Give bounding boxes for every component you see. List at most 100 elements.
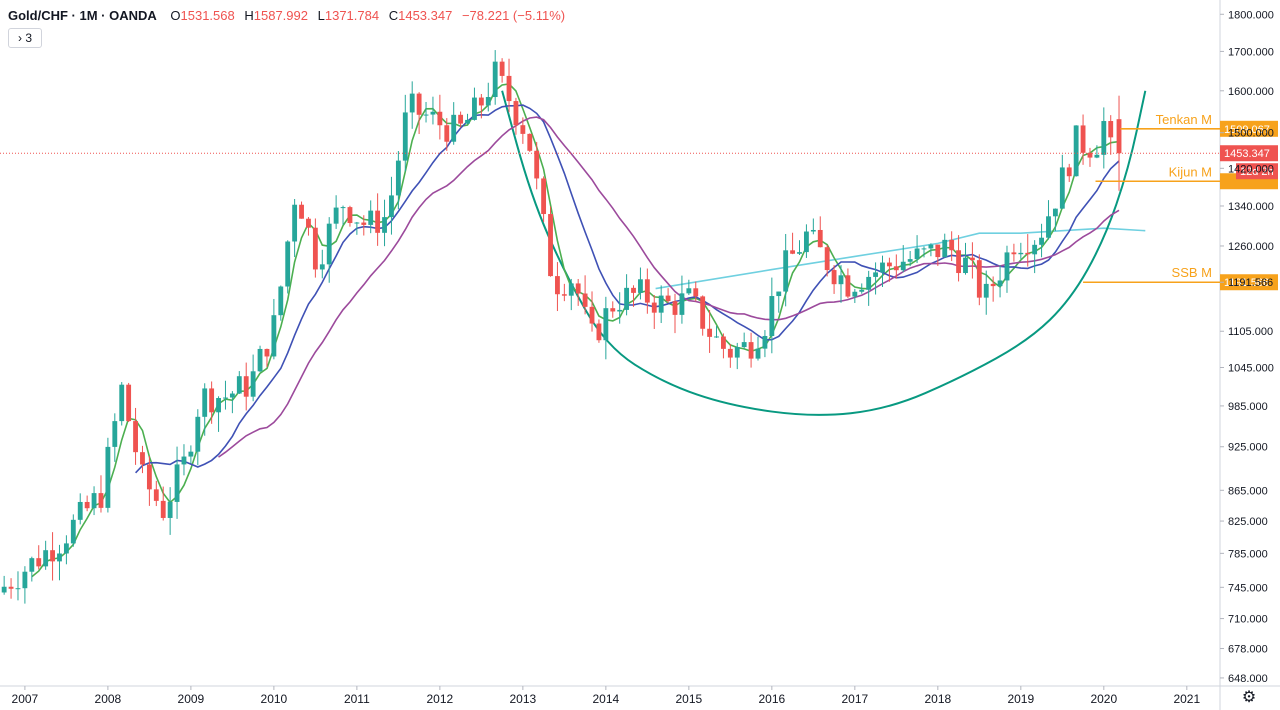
cup-path: [501, 90, 1147, 416]
current-price-label: 1453.347: [1224, 148, 1270, 160]
candle-body: [347, 207, 353, 224]
candle-body: [1, 586, 7, 593]
candle-body: [499, 61, 505, 76]
level-name: SSB M: [1172, 265, 1212, 280]
candle-body: [506, 75, 512, 102]
ma-cyan-line: [655, 227, 1146, 290]
candle-body: [603, 308, 609, 341]
x-tick-label: 2020: [1090, 692, 1117, 706]
candle-body: [555, 276, 560, 295]
y-tick-label: 678.000: [1228, 644, 1268, 656]
candle-body: [866, 276, 872, 290]
x-tick-label: 2018: [924, 692, 951, 706]
candle-body: [561, 294, 567, 296]
candles: [1, 50, 1122, 604]
change-value: −78.221 (−5.11%): [461, 8, 566, 23]
candle-body: [15, 588, 21, 590]
candle-body: [852, 291, 858, 297]
x-tick-label: 2012: [427, 692, 454, 706]
candle-body: [409, 93, 415, 113]
candle-body: [859, 289, 865, 292]
price-axis[interactable]: 1800.000 1700.000 1600.000 1500.000 1420.000…: [1220, 9, 1274, 685]
cyan-line: [655, 227, 1146, 290]
candle-body: [174, 464, 180, 502]
candle-body: [679, 293, 685, 315]
open-value: 1531.568: [180, 8, 235, 23]
y-tick-label: 745.000: [1228, 582, 1268, 594]
candle-body: [790, 250, 796, 254]
candle-body: [423, 114, 429, 116]
candle-body: [91, 493, 97, 509]
candle-body: [693, 288, 699, 297]
ichimoku-lines: [31, 83, 1120, 578]
candle-body: [402, 112, 408, 161]
candle-body: [721, 336, 726, 349]
candle-body: [741, 342, 747, 348]
candle-body: [1080, 125, 1086, 153]
candle-body: [845, 275, 851, 297]
y-tick-label: 1700.000: [1228, 46, 1274, 58]
candle-body: [762, 335, 768, 349]
x-tick-label: 2016: [758, 692, 785, 706]
candle-body: [229, 393, 235, 398]
candle-body: [485, 97, 491, 106]
candle-body: [1046, 216, 1051, 238]
open-label: O: [170, 8, 181, 23]
candle-body: [575, 283, 581, 294]
time-axis[interactable]: 2007 2008 2009 2010 2011 2012 2013 2014 2015 2016…: [12, 686, 1201, 706]
candle-body: [368, 210, 374, 225]
x-tick-label: 2013: [510, 692, 537, 706]
y-tick-label: 1500.000: [1228, 128, 1274, 140]
candle-body: [361, 222, 367, 225]
candle-body: [389, 195, 394, 218]
candle-body: [880, 262, 885, 273]
candle-body: [1087, 152, 1093, 158]
candle-body: [990, 283, 996, 287]
y-tick-label: 1105.000: [1228, 326, 1273, 338]
candle-body: [105, 446, 111, 508]
level-price-tag: [1220, 274, 1278, 291]
candle-body: [382, 217, 387, 233]
symbol-title[interactable]: Gold/CHF · 1M · OANDA: [8, 8, 157, 23]
legend-header: Gold/CHF · 1M · OANDA O1531.568 H1587.99…: [8, 8, 571, 23]
candle-body: [160, 500, 166, 518]
candle-body: [797, 252, 802, 254]
candle-body: [700, 296, 706, 329]
candle-body: [29, 558, 35, 572]
candle-body: [976, 260, 982, 298]
candle-body: [734, 347, 740, 358]
candle-body: [783, 250, 789, 292]
candle-body: [963, 257, 968, 274]
candle-body: [513, 101, 519, 126]
candle-body: [243, 376, 249, 397]
indicators-collapse-button[interactable]: › 3: [8, 28, 42, 48]
candle-body: [520, 125, 526, 134]
candle-body: [776, 291, 782, 297]
candle-body: [257, 348, 263, 372]
y-tick-label: 865.000: [1228, 485, 1268, 497]
candle-body: [810, 229, 816, 232]
candle-body: [375, 210, 381, 233]
candle-body: [119, 384, 125, 422]
candle-body: [589, 306, 595, 324]
candle-body: [299, 204, 304, 219]
candle-body: [935, 244, 941, 258]
candle-body: [98, 493, 104, 508]
low-label: L: [317, 8, 325, 23]
candle-body: [568, 283, 574, 296]
candle-body: [838, 275, 844, 285]
gear-icon[interactable]: ⚙: [1241, 689, 1257, 706]
candle-body: [181, 456, 187, 465]
candle-body: [1101, 121, 1107, 155]
candle-body: [140, 452, 145, 465]
candle-body: [57, 553, 62, 562]
high-value: 1587.992: [253, 8, 308, 23]
candle-body: [886, 262, 892, 267]
x-tick-label: 2015: [675, 692, 702, 706]
candle-body: [236, 376, 242, 394]
level-price-label: 1509.067: [1224, 124, 1270, 136]
y-tick-label: 825.000: [1228, 516, 1268, 528]
candle-body: [395, 160, 401, 196]
candle-body: [755, 348, 761, 359]
